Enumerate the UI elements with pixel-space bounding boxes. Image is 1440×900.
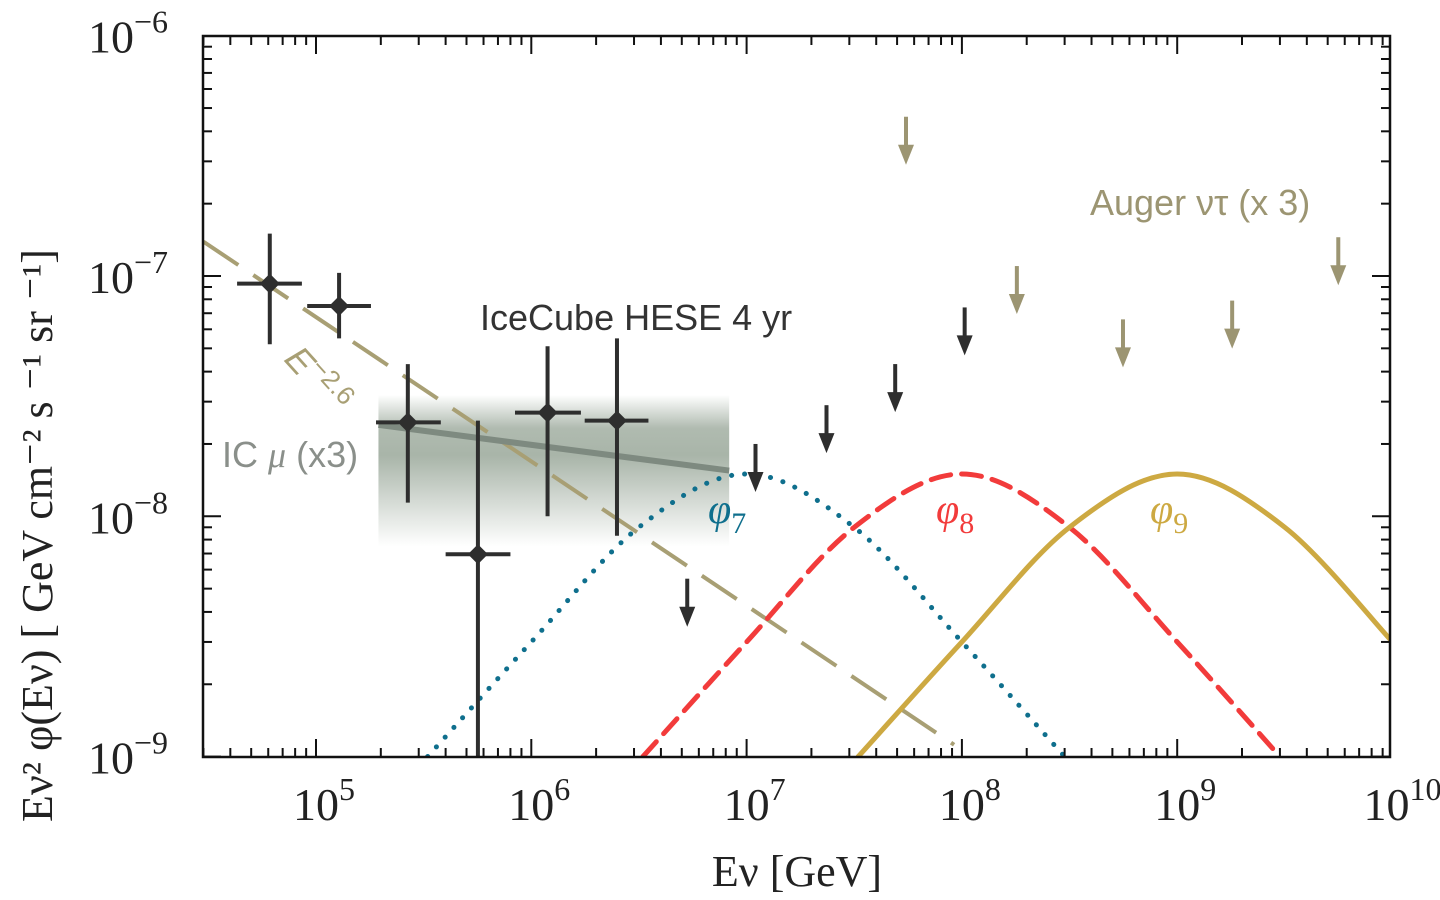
curve-phi7 bbox=[425, 471, 1068, 757]
arrow-head bbox=[1008, 294, 1025, 315]
arrow-head bbox=[818, 433, 835, 454]
data-point bbox=[307, 272, 371, 339]
arrow-head bbox=[1224, 328, 1241, 349]
annotation-auger: Auger ντ (x 3) bbox=[1090, 182, 1310, 223]
data-point bbox=[376, 364, 441, 503]
y-tick-label: 10−6 bbox=[88, 4, 168, 63]
upper-limit-arrow bbox=[818, 405, 835, 454]
plot-area bbox=[203, 116, 1390, 757]
x-tick-label: 105 bbox=[293, 771, 355, 830]
x-tick-label: 108 bbox=[939, 771, 1001, 830]
arrow-head bbox=[887, 392, 904, 413]
data-marker bbox=[259, 273, 280, 294]
arrow-head bbox=[956, 335, 973, 356]
arrow-head bbox=[747, 471, 764, 492]
x-tick-label: 1010 bbox=[1364, 771, 1440, 830]
upper-limit-arrow bbox=[898, 116, 915, 165]
plot-frame bbox=[201, 34, 1392, 759]
arrow-head bbox=[679, 606, 696, 627]
x-tick-label: 109 bbox=[1154, 771, 1216, 830]
data-marker bbox=[397, 412, 418, 433]
y-tick-label: 10−8 bbox=[88, 484, 168, 543]
data-point bbox=[584, 338, 649, 536]
ic-mu-line bbox=[378, 421, 730, 474]
x-tick-label: 107 bbox=[724, 771, 786, 830]
x-tick-label: 106 bbox=[508, 771, 570, 830]
upper-limit-arrow bbox=[1224, 300, 1241, 349]
curve-phi8 bbox=[640, 471, 1283, 757]
label-phi9: φ9 bbox=[1150, 487, 1188, 540]
upper-limit-arrow bbox=[1330, 237, 1347, 286]
axes: 105 106 107 108 109 1010 10−6 10−7 10−8 10−9 bbox=[88, 4, 1440, 830]
annotation-ic-mu: IC μ (x3) bbox=[222, 434, 358, 475]
arrow-head bbox=[1330, 265, 1347, 286]
data-marker bbox=[467, 544, 488, 565]
data-marker bbox=[606, 410, 627, 431]
data-marker bbox=[329, 296, 350, 317]
data-point bbox=[445, 420, 511, 757]
upper-limit-arrow bbox=[747, 443, 764, 492]
annotation-powerlaw: E−2.6 bbox=[277, 335, 362, 422]
arrow-head bbox=[1114, 347, 1131, 368]
x-axis-label: Eν [GeV] bbox=[712, 847, 882, 896]
y-tick-label: 10−7 bbox=[88, 244, 168, 303]
upper-limit-arrow bbox=[887, 364, 904, 413]
data-point bbox=[237, 233, 302, 345]
data-point bbox=[514, 346, 581, 517]
y-tick-label: 10−9 bbox=[88, 725, 168, 784]
ic-mu-band bbox=[378, 394, 730, 547]
upper-limit-arrow bbox=[1008, 266, 1025, 315]
upper-limit-arrow bbox=[679, 578, 696, 627]
label-phi7: φ7 bbox=[708, 487, 746, 540]
annotation-icecube: IceCube HESE 4 yr bbox=[480, 297, 792, 338]
upper-limit-arrow bbox=[1114, 319, 1131, 368]
curve-phi9 bbox=[855, 471, 1390, 757]
upper-limit-arrow bbox=[956, 307, 973, 356]
arrow-head bbox=[898, 144, 915, 165]
label-phi8: φ8 bbox=[936, 487, 974, 540]
y-axis-label: Eν² φ(Eν) [ GeV cm⁻² s ⁻¹ sr ⁻¹] bbox=[13, 249, 62, 822]
data-marker bbox=[537, 402, 558, 423]
powerlaw-line bbox=[203, 239, 956, 747]
